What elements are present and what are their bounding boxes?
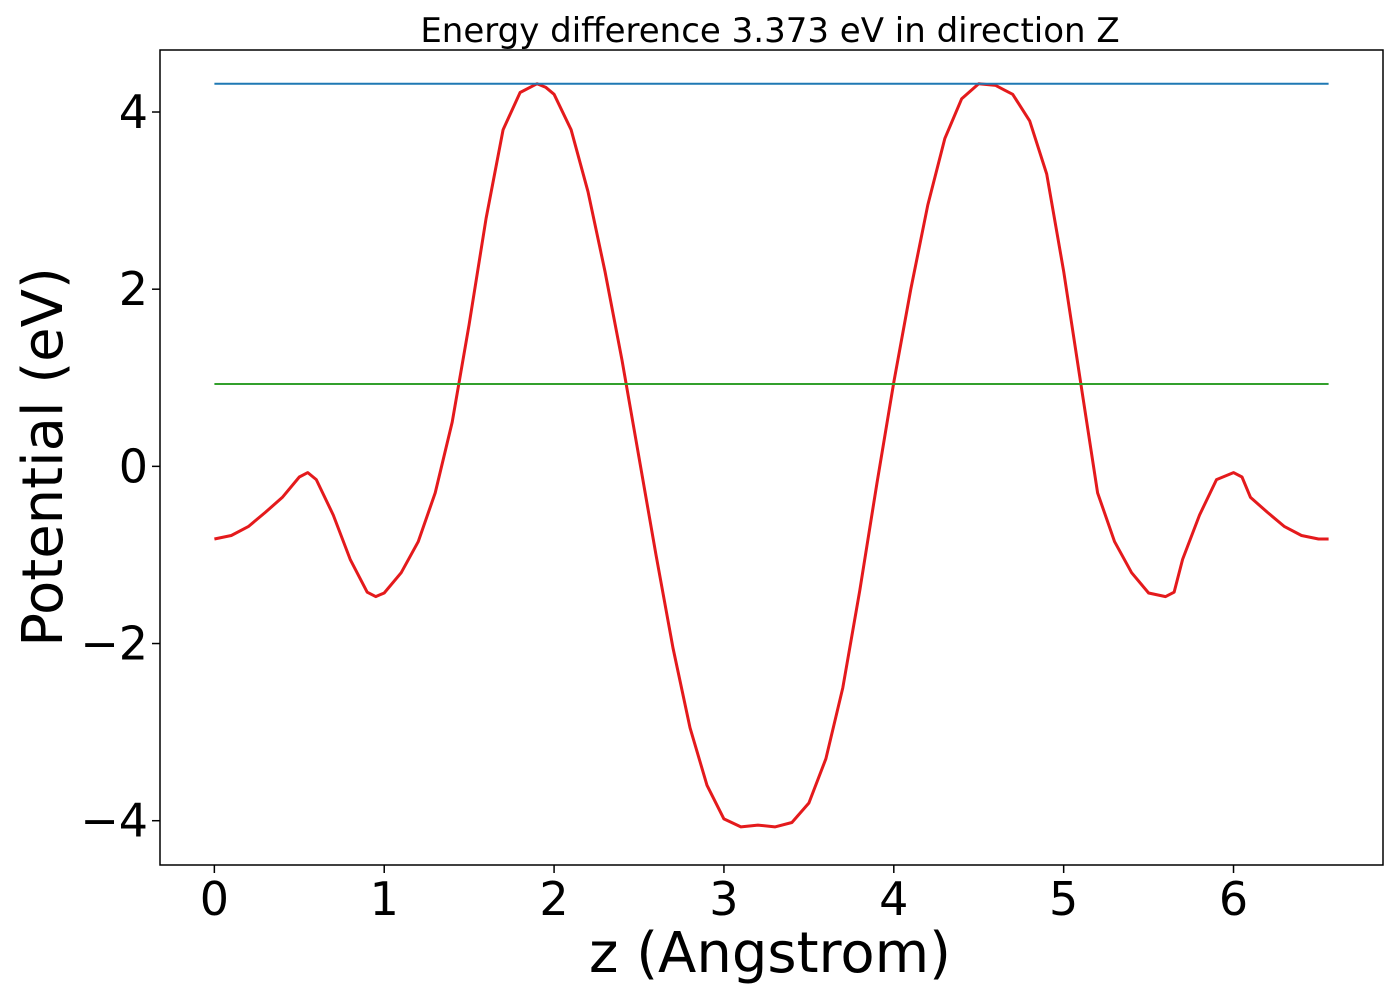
y-tick-label: −2 xyxy=(80,617,148,671)
y-axis-title: Potential (eV) xyxy=(11,267,76,647)
x-tick-label: 2 xyxy=(539,872,568,926)
series-line-1 xyxy=(214,82,1329,829)
x-tick-label: 0 xyxy=(200,872,229,926)
chart-title: Energy difference 3.373 eV in direction … xyxy=(420,11,1119,51)
x-axis-title: z (Angstrom) xyxy=(589,921,951,986)
y-tick-label: 2 xyxy=(119,262,148,316)
x-tick-label: 5 xyxy=(1049,872,1078,926)
x-axis-ticks: 0 1 2 3 4 5 6 xyxy=(200,865,1248,926)
y-tick-label: 0 xyxy=(119,439,148,493)
x-tick-label: 4 xyxy=(879,872,908,926)
x-tick-label: 3 xyxy=(709,872,738,926)
y-tick-label: −4 xyxy=(80,794,148,848)
plot-series-group xyxy=(214,82,1329,829)
x-tick-label: 6 xyxy=(1219,872,1248,926)
y-tick-label: 4 xyxy=(119,85,148,139)
y-axis-ticks: 4 2 0 −2 −4 xyxy=(80,85,160,848)
plot-area-frame xyxy=(159,49,1384,866)
x-tick-label: 1 xyxy=(370,872,399,926)
